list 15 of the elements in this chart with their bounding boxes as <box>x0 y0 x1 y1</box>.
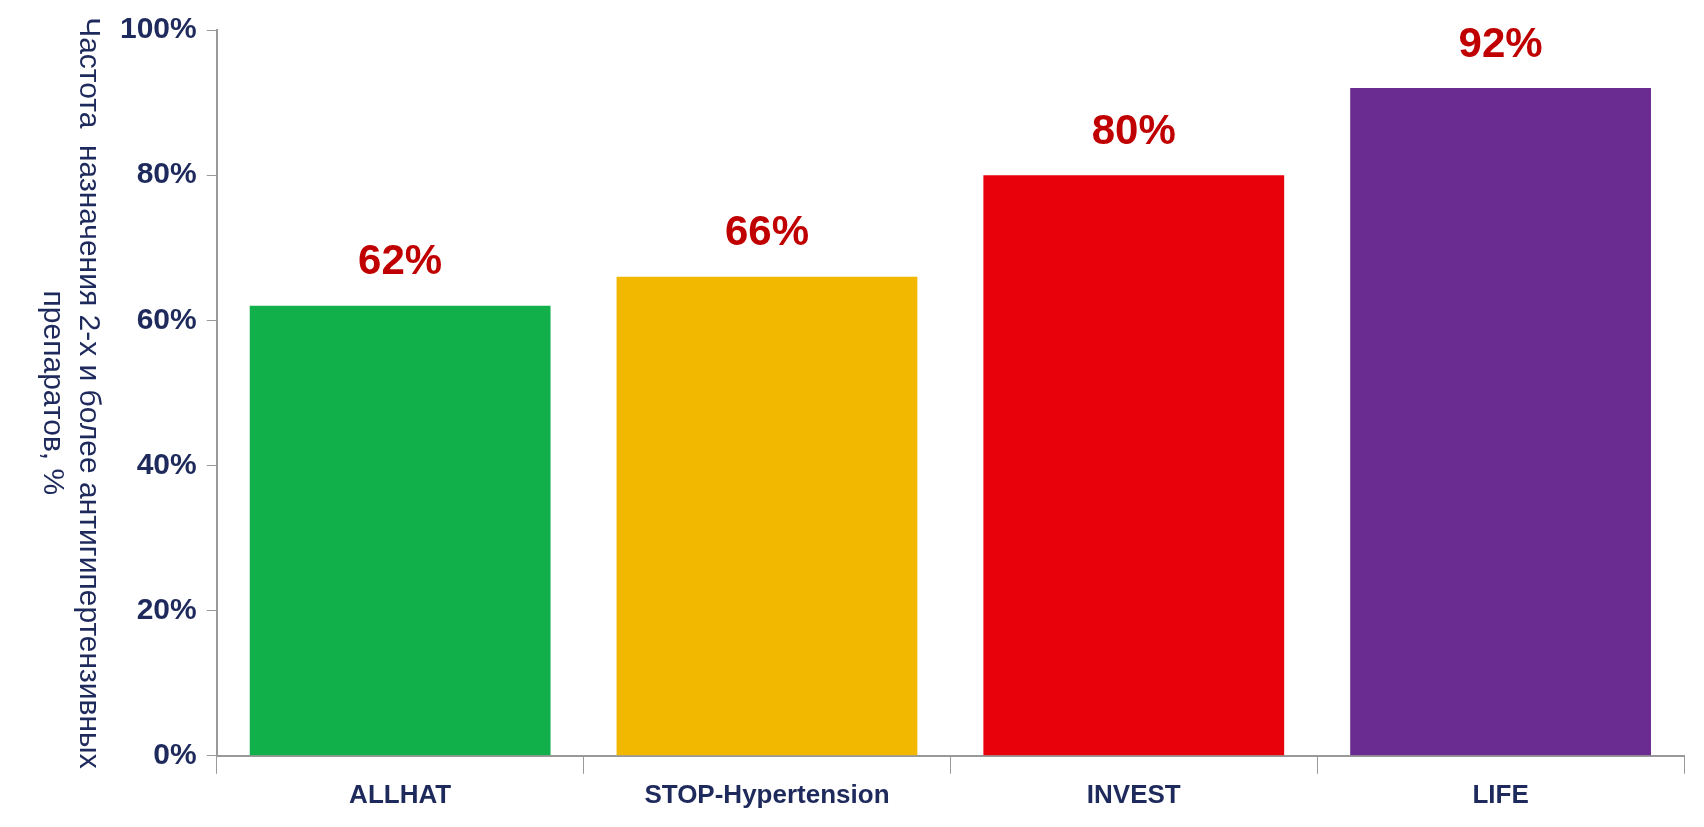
x-tick-label: INVEST <box>1086 778 1181 809</box>
y-tick-label: 40% <box>136 446 197 480</box>
x-tick-label: ALLHAT <box>349 778 452 809</box>
data-label: 80% <box>1091 105 1176 153</box>
y-tick-label: 100% <box>119 11 197 45</box>
x-tick-label: STOP-Hypertension <box>644 778 890 809</box>
y-tick-label: 0% <box>153 737 197 771</box>
y-tick-label: 20% <box>136 591 197 625</box>
data-label: 66% <box>724 207 809 255</box>
data-label: 92% <box>1458 18 1543 66</box>
data-label: 62% <box>358 236 443 284</box>
y-tick-label: 80% <box>136 156 197 190</box>
y-axis-title: Частота назначения 2-х и более антигипертензивных препаратов, % <box>37 17 107 769</box>
y-tick-label: 60% <box>136 301 197 335</box>
x-tick-label: LIFE <box>1472 778 1529 809</box>
